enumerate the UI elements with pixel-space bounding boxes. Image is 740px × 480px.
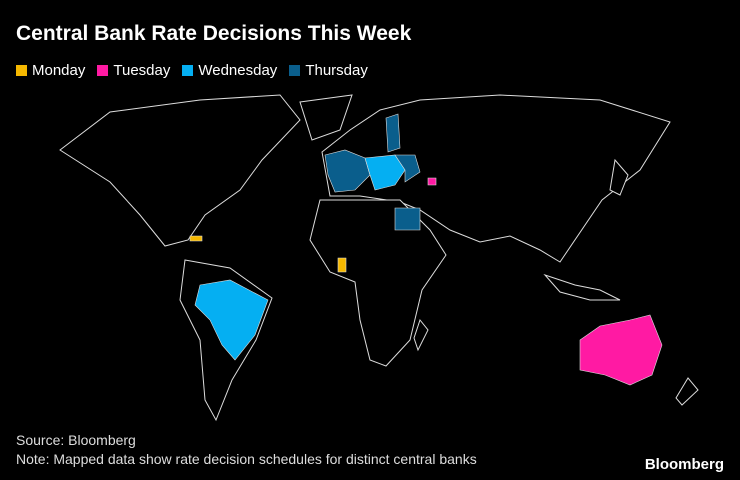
egypt <box>394 207 421 231</box>
ghana <box>337 257 347 273</box>
legend-swatch <box>16 65 27 76</box>
legend: Monday Tuesday Wednesday Thursday <box>16 62 368 79</box>
africa <box>309 199 447 367</box>
legend-label: Thursday <box>305 62 368 79</box>
sweden <box>385 113 401 153</box>
legend-swatch <box>289 65 301 76</box>
legend-item: Tuesday <box>97 62 170 79</box>
legend-item: Thursday <box>289 62 368 79</box>
note: Note: Mapped data show rate decision sch… <box>16 451 477 467</box>
source: Source: Bloomberg <box>16 432 136 448</box>
legend-swatch <box>182 65 194 76</box>
madagascar <box>413 318 429 352</box>
logo: Bloomberg <box>644 456 724 473</box>
north-america <box>59 94 301 247</box>
legend-swatch <box>97 65 109 76</box>
brazil <box>194 279 269 361</box>
title: Central Bank Rate Decisions This Week <box>16 22 412 45</box>
legend-label: Wednesday <box>198 62 278 79</box>
australia <box>579 314 663 386</box>
legend-label: Monday <box>32 62 86 79</box>
armenia <box>427 177 437 186</box>
japan <box>609 158 629 196</box>
indonesia <box>543 273 621 301</box>
legend-item: Wednesday <box>182 62 277 79</box>
eastern-europe <box>394 154 421 183</box>
new-zealand <box>675 377 699 406</box>
western-europe <box>324 149 371 193</box>
legend-label: Tuesday <box>113 62 171 79</box>
legend-item: Monday <box>16 62 85 79</box>
caribbean <box>189 235 203 242</box>
greenland <box>299 94 353 141</box>
